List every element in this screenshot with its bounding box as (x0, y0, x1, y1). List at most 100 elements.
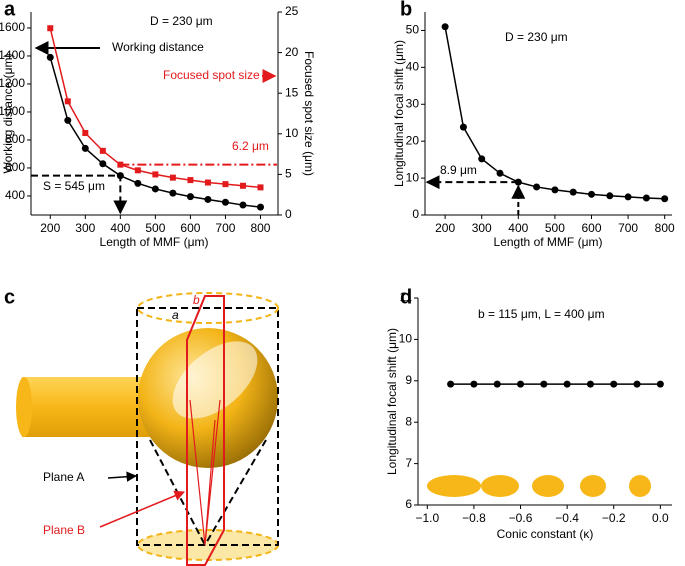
annotation: 6.2 μm (232, 139, 269, 153)
point (169, 189, 177, 197)
spot (481, 475, 519, 497)
point (514, 178, 522, 186)
y-tick-label: 30 (406, 96, 420, 110)
point (642, 194, 650, 202)
point (64, 116, 72, 124)
y2-tick-label: 10 (285, 126, 299, 140)
y-tick-label: 20 (406, 133, 420, 147)
y2-axis-label: Focused spot size (μm) (302, 51, 316, 176)
point (204, 179, 211, 186)
spot (532, 475, 564, 497)
label-b: b (193, 293, 200, 307)
point (239, 182, 246, 189)
annotation: 8.9 μm (440, 163, 477, 177)
x-tick-label: 800 (250, 221, 270, 235)
y-tick-label: 1000 (0, 104, 25, 118)
y-tick-label: 8 (405, 414, 412, 428)
point (633, 380, 641, 388)
x-tick-label: 600 (180, 221, 200, 235)
point (540, 380, 548, 388)
point (496, 169, 504, 177)
diagram: c a b Plane A Plane B (4, 286, 279, 566)
point (661, 195, 669, 203)
point (656, 380, 664, 388)
x-tick-label: 400 (508, 221, 528, 235)
y-tick-label: 10 (406, 170, 420, 184)
plane-a-label: Plane A (43, 470, 84, 484)
fiber-end (16, 377, 32, 437)
y-tick-label: 1600 (0, 20, 25, 34)
y2-tick-label: 20 (285, 45, 299, 59)
annotation: Working distance (112, 40, 204, 54)
point (256, 203, 264, 211)
point (47, 25, 54, 32)
plane-b-label: Plane B (43, 523, 85, 537)
point (624, 193, 632, 201)
x-tick-label: 600 (581, 221, 601, 235)
cone (204, 439, 267, 546)
point (99, 147, 106, 154)
point (586, 380, 594, 388)
point (169, 174, 176, 181)
x-tick-label: 200 (435, 221, 455, 235)
x-tick-label: 0.0 (652, 511, 669, 525)
x-tick-label: 700 (215, 221, 235, 235)
point (493, 380, 501, 388)
y-tick-label: 600 (5, 160, 25, 174)
panel-letter: d (400, 286, 412, 308)
point (610, 380, 618, 388)
y-tick-label: 1400 (0, 48, 25, 62)
x-tick-label: 500 (145, 221, 165, 235)
point (517, 380, 525, 388)
y-tick-label: 6 (405, 497, 412, 511)
fiber (22, 377, 152, 437)
point (64, 98, 71, 105)
spot-shapes (427, 475, 651, 497)
y-axis-label: Longitudinal focal shift (μm) (385, 328, 399, 475)
point (117, 161, 124, 168)
point (563, 380, 571, 388)
x-tick-label: 700 (618, 221, 638, 235)
point (587, 190, 595, 198)
panel-letter: c (4, 286, 15, 308)
annotation: D = 230 μm (150, 14, 213, 28)
x-tick-label: −0.8 (462, 511, 486, 525)
x-tick-label: 200 (40, 221, 60, 235)
arrow (107, 471, 138, 482)
point (82, 129, 89, 136)
y2-tick-label: 0 (285, 207, 292, 221)
label-a: a (172, 308, 179, 322)
y-tick-label: 9 (405, 373, 412, 387)
x-tick-label: −0.4 (555, 511, 579, 525)
y-tick-label: 7 (405, 456, 412, 470)
point (221, 198, 229, 206)
point (134, 167, 141, 174)
point (533, 183, 541, 191)
x-axis-label: Length of MMF (μm) (100, 235, 209, 249)
x-tick-label: −0.2 (602, 511, 626, 525)
x-tick-label: 500 (545, 221, 565, 235)
x-tick-label: 400 (110, 221, 130, 235)
y-axis-label: Working distance (μm) (1, 53, 15, 173)
annotation: b = 115 μm, L = 400 μm (478, 307, 605, 321)
rays (189, 399, 221, 546)
point (204, 195, 212, 203)
plane-a (136, 307, 279, 546)
x-tick-label: −0.6 (509, 511, 533, 525)
point (81, 144, 89, 152)
y-axis-label: Longitudinal focal shift (μm) (392, 40, 406, 187)
point (257, 184, 264, 191)
annotation: Focused spot size (163, 68, 260, 82)
plane-b (186, 295, 225, 566)
panel-letter: a (4, 0, 16, 20)
point (99, 160, 107, 168)
y2-tick-label: 5 (285, 167, 292, 181)
series-line (444, 26, 665, 200)
point (478, 155, 486, 163)
point (134, 179, 142, 187)
arrow (99, 490, 185, 528)
annotation: S = 545 μm (43, 179, 105, 193)
y2-tick-label: 15 (285, 85, 299, 99)
x-tick-label: 800 (655, 221, 675, 235)
